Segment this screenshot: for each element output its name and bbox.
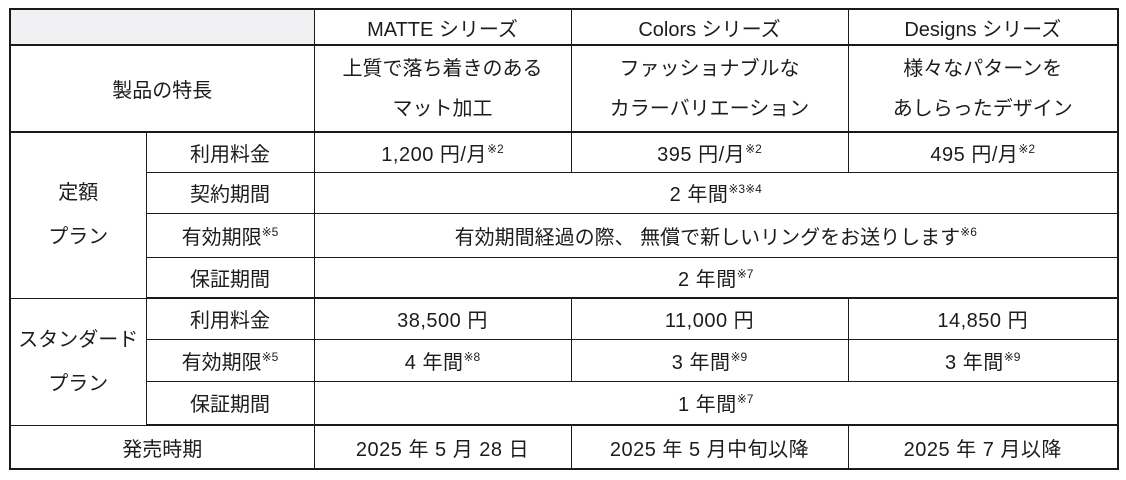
features-designs-line1: 様々なパターンを [903, 57, 1063, 80]
note-ref: ※9 [1003, 349, 1021, 364]
standard-validity-matte-cell: 4 年間※8 [313, 338, 572, 382]
features-label-cell: 製品の特長 [9, 44, 315, 133]
features-label: 製品の特長 [112, 80, 213, 102]
value: 495 円/月 [930, 143, 1019, 166]
standard-warranty-value-cell: 1 年間※7 [313, 380, 1119, 426]
value: 2 年間 [678, 268, 737, 291]
flat-rate-usage-label: 利用料金 [190, 143, 270, 166]
flat-rate-usage-label-cell: 利用料金 [145, 131, 315, 173]
features-designs-line2: あしらったデザイン [892, 97, 1073, 120]
features-matte-line1: 上質で落ち着きのある [342, 57, 543, 80]
flat-rate-warranty-value-cell: 2 年間※7 [313, 256, 1119, 299]
value: 3 年間 [671, 351, 731, 374]
flat-rate-validity-label-cell: 有効期限※5 [145, 212, 315, 258]
note-ref: ※8 [463, 349, 481, 364]
standard-usage-row: スタンダード プラン 利用料金 38,500 円 11,000 円 14,850… [9, 297, 1119, 426]
features-colors-line2: カラーバリエーション [609, 97, 810, 120]
note-ref: ※2 [745, 141, 762, 156]
value: 14,850 円 [937, 310, 1029, 333]
flat-rate-warranty-row: 保証期間 2 年間※7 [10, 256, 1119, 299]
flat-rate-plan-label-line2: プラン [48, 226, 109, 249]
standard-warranty-label: 保証期間 [190, 394, 270, 417]
note-ref: ※2 [486, 141, 504, 156]
standard-warranty-row: 保証期間 1 年間※7 [10, 380, 1119, 426]
flat-rate-validity-value-cell: 有効期間経過の際、 無償で新しいリングをお送りします※6 [313, 212, 1119, 258]
note-ref: ※5 [261, 224, 279, 239]
value: 38,500 円 [397, 310, 488, 333]
value: 4 年間 [404, 351, 464, 374]
standard-plan-label-line1: スタンダード [18, 328, 139, 351]
value: 1 年間 [678, 394, 737, 417]
standard-plan-label-cell: スタンダード プラン [9, 297, 147, 426]
flat-rate-contract-label: 契約期間 [190, 184, 270, 206]
flat-rate-warranty-label: 保証期間 [190, 268, 270, 291]
header-colors-label: Colors シリーズ [638, 18, 781, 41]
flat-rate-usage-designs-cell: 495 円/月※2 [847, 131, 1119, 173]
features-row: 製品の特長 上質で落ち着きのある マット加工 ファッショナブルな カラーバリエー… [9, 44, 1119, 133]
corner-cell [9, 8, 315, 46]
header-colors-cell: Colors シリーズ [570, 8, 849, 46]
flat-rate-validity-label: 有効期限 [181, 226, 262, 249]
product-comparison-table: MATTE シリーズ Colors シリーズ Designs シリーズ 製品の特… [9, 8, 1119, 470]
flat-rate-contract-row: 契約期間 2 年間※3※4 [10, 171, 1119, 214]
features-matte-cell: 上質で落ち着きのある マット加工 [313, 44, 572, 133]
standard-validity-colors-cell: 3 年間※9 [570, 338, 849, 382]
note-ref: ※6 [960, 224, 977, 239]
standard-usage-label-cell: 利用料金 [145, 297, 315, 340]
release-label-cell: 発売時期 [9, 424, 315, 470]
header-designs-label: Designs シリーズ [904, 18, 1062, 41]
flat-rate-contract-label-cell: 契約期間 [145, 171, 315, 214]
standard-validity-label-cell: 有効期限※5 [145, 338, 315, 382]
flat-rate-plan-label-line1: 定額 [58, 182, 99, 205]
value: 395 円/月 [657, 143, 746, 166]
flat-rate-contract-value-cell: 2 年間※3※4 [313, 171, 1119, 214]
flat-rate-usage-colors-cell: 395 円/月※2 [570, 131, 849, 173]
features-designs-cell: 様々なパターンを あしらったデザイン [847, 44, 1119, 133]
header-matte-label: MATTE シリーズ [367, 18, 518, 41]
flat-rate-usage-matte-cell: 1,200 円/月※2 [313, 131, 572, 173]
release-row: 発売時期 2025 年 5 月 28 日 2025 年 5 月中旬以降 2025… [9, 424, 1119, 470]
value: 2025 年 5 月 28 日 [355, 438, 530, 461]
value: 11,000 円 [664, 310, 755, 333]
release-designs-cell: 2025 年 7 月以降 [847, 424, 1119, 470]
standard-usage-label: 利用料金 [190, 310, 270, 333]
value: 2025 年 5 月中旬以降 [609, 438, 810, 461]
features-colors-line1: ファッショナブルな [619, 57, 800, 80]
standard-usage-designs-cell: 14,850 円 [847, 297, 1119, 340]
note-ref: ※3※4 [728, 182, 762, 196]
release-label: 発売時期 [122, 438, 203, 461]
flat-rate-plan-label-cell: 定額 プラン [9, 131, 147, 299]
note-ref: ※2 [1018, 141, 1036, 156]
standard-usage-colors-cell: 11,000 円 [570, 297, 849, 340]
standard-validity-designs-cell: 3 年間※9 [847, 338, 1119, 382]
value: 2 年間 [669, 184, 729, 206]
value: 2025 年 7 月以降 [903, 438, 1062, 461]
header-matte-cell: MATTE シリーズ [313, 8, 572, 46]
note-ref: ※7 [736, 266, 754, 281]
flat-rate-warranty-label-cell: 保証期間 [145, 256, 315, 299]
note-ref: ※9 [730, 349, 748, 364]
standard-validity-row: 有効期限※5 4 年間※8 3 年間※9 3 年間※9 [10, 338, 1119, 382]
note-ref: ※7 [736, 392, 754, 407]
release-matte-cell: 2025 年 5 月 28 日 [313, 424, 572, 470]
flat-rate-usage-row: 定額 プラン 利用料金 1,200 円/月※2 395 円/月※2 495 円/… [9, 131, 1119, 299]
standard-validity-label: 有効期限 [181, 351, 262, 374]
standard-warranty-label-cell: 保証期間 [145, 380, 315, 426]
standard-usage-matte-cell: 38,500 円 [313, 297, 572, 340]
release-colors-cell: 2025 年 5 月中旬以降 [570, 424, 849, 470]
header-row: MATTE シリーズ Colors シリーズ Designs シリーズ [9, 8, 1119, 46]
features-colors-cell: ファッショナブルな カラーバリエーション [570, 44, 849, 133]
value: 3 年間 [945, 351, 1004, 374]
flat-rate-validity-row: 有効期限※5 有効期間経過の際、 無償で新しいリングをお送りします※6 [10, 212, 1119, 258]
standard-plan-label-line2: プラン [48, 372, 109, 395]
features-matte-line2: マット加工 [392, 97, 493, 120]
header-designs-cell: Designs シリーズ [847, 8, 1119, 46]
note-ref: ※5 [261, 349, 279, 364]
value: 1,200 円/月 [381, 143, 487, 166]
value: 有効期間経過の際、 無償で新しいリングをお送りします [454, 226, 961, 249]
